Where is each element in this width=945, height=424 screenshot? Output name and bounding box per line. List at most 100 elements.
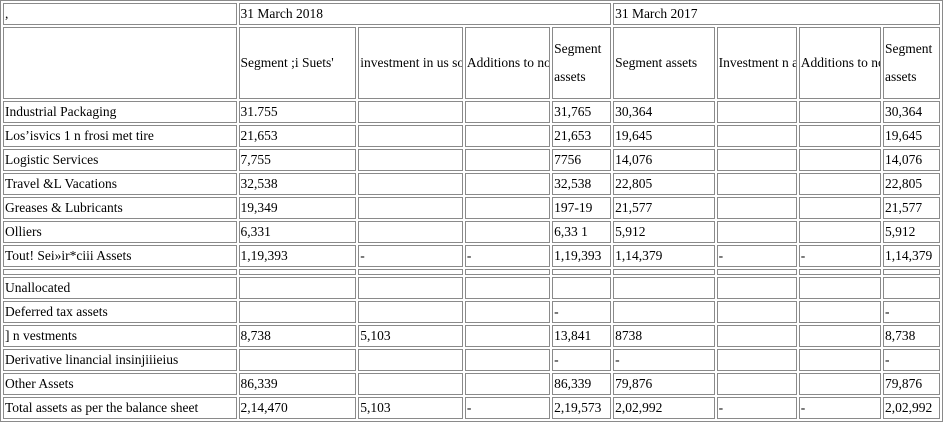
table-cell [358, 301, 463, 323]
table-cell: - [716, 245, 797, 267]
table-cell: 21,653 [238, 125, 357, 147]
table-row: ] n vestments 8,738 5,103 13,841 8738 8,… [3, 325, 940, 347]
header-investment-2018: investment in us social cs and joint ven… [358, 27, 463, 99]
table-cell [883, 277, 940, 299]
table-cell: 19,349 [238, 197, 357, 219]
table-cell: 30,364 [883, 101, 940, 123]
table-cell: - [358, 245, 463, 267]
table-cell: 2,02,992 [613, 397, 715, 419]
header-empty-cell [3, 27, 237, 99]
table-cell: 2,02,992 [883, 397, 940, 419]
table-row: Unallocated [3, 277, 940, 299]
table-cell [716, 373, 797, 395]
table-cell [464, 221, 551, 243]
table-cell [613, 301, 715, 323]
row-label: Greases & Lubricants [3, 197, 237, 219]
row-label: Derivative linancial insinjiiieius [3, 349, 237, 371]
header-segment-assets-total-2017: Segment assets [883, 27, 940, 99]
row-label: Logistic Services [3, 149, 237, 171]
table-row: Los’isvics 1 n frosi met tire 21,653 21,… [3, 125, 940, 147]
spacer-cell [238, 269, 357, 275]
row-label: Los’isvics 1 n frosi met tire [3, 125, 237, 147]
header-additions-2018: Additions to non-current assets [464, 27, 551, 99]
table-cell [716, 101, 797, 123]
table-cell [464, 197, 551, 219]
spacer-cell [358, 269, 463, 275]
header-additions-2017: Additions to noiKurreiu assets [798, 27, 882, 99]
header-label-bottom: assets [885, 69, 917, 84]
table-cell: 6,33 1 [552, 221, 612, 243]
table-cell [798, 173, 882, 195]
table-cell [464, 125, 551, 147]
table-cell: - [552, 301, 612, 323]
table-cell: 22,805 [613, 173, 715, 195]
table-cell [798, 301, 882, 323]
table-row-total-balance-sheet: Total assets as per the balance sheet 2,… [3, 397, 940, 419]
table-cell: 1,19,393 [552, 245, 612, 267]
header-corner-cell: , [3, 3, 237, 25]
spacer-cell [883, 269, 940, 275]
table-cell [798, 125, 882, 147]
table-cell: 6,331 [238, 221, 357, 243]
row-label: Other Assets [3, 373, 237, 395]
table-cell: 30,364 [613, 101, 715, 123]
header-label-top: Segment [554, 41, 602, 56]
header-label-bottom: assets [554, 69, 586, 84]
table-cell: - [883, 349, 940, 371]
header-segment-assets-2018: Segment ;i Suets' [238, 27, 357, 99]
table-cell: 1,14,379 [883, 245, 940, 267]
table-row: Greases & Lubricants 19,349 197-19 21,57… [3, 197, 940, 219]
spacer-cell [3, 269, 237, 275]
table-row: Industrial Packaging 31.755 31,765 30,36… [3, 101, 940, 123]
table-cell [798, 149, 882, 171]
table-cell [464, 325, 551, 347]
row-label: Industrial Packaging [3, 101, 237, 123]
table-cell [464, 277, 551, 299]
table-cell [464, 301, 551, 323]
table-cell: 7756 [552, 149, 612, 171]
row-label: Unallocated [3, 277, 237, 299]
table-cell: 19,645 [883, 125, 940, 147]
table-cell: 8,738 [238, 325, 357, 347]
table-cell: 86,339 [552, 373, 612, 395]
table-cell [798, 325, 882, 347]
header-period-2017: 31 March 2017 [613, 3, 940, 25]
table-cell [238, 349, 357, 371]
table-cell: 197-19 [552, 197, 612, 219]
table-cell [358, 349, 463, 371]
table-cell [358, 173, 463, 195]
table-cell: - [798, 245, 882, 267]
table-cell: 79,876 [613, 373, 715, 395]
table-cell: - [552, 349, 612, 371]
table-cell: 8738 [613, 325, 715, 347]
table-row: Other Assets 86,339 86,339 79,876 79,876 [3, 373, 940, 395]
table-cell: - [716, 397, 797, 419]
spacer-cell [716, 269, 797, 275]
table-cell: 21,577 [883, 197, 940, 219]
table-cell [358, 373, 463, 395]
table-cell [716, 221, 797, 243]
table-cell [464, 149, 551, 171]
table-cell [464, 349, 551, 371]
table-row: Derivative linancial insinjiiieius - - - [3, 349, 940, 371]
table-cell: 2,19,573 [552, 397, 612, 419]
table-cell: - [798, 397, 882, 419]
table-cell [358, 125, 463, 147]
table-cell: 1,14,379 [613, 245, 715, 267]
table-cell [716, 277, 797, 299]
table-cell: 13,841 [552, 325, 612, 347]
table-body: , 31 March 2018 31 March 2017 Segment ;i… [3, 3, 940, 419]
table-cell [358, 101, 463, 123]
header-period-2018: 31 March 2018 [238, 3, 612, 25]
header-label-top: Segment [885, 41, 933, 56]
spacer-cell [798, 269, 882, 275]
table-cell: 8,738 [883, 325, 940, 347]
table-cell: 19,645 [613, 125, 715, 147]
table-row: Deferred tax assets - - [3, 301, 940, 323]
table-cell [798, 349, 882, 371]
table-cell: 14,076 [883, 149, 940, 171]
table-cell: 5,912 [883, 221, 940, 243]
table-cell: 5,103 [358, 325, 463, 347]
table-cell [238, 277, 357, 299]
table-cell [716, 149, 797, 171]
